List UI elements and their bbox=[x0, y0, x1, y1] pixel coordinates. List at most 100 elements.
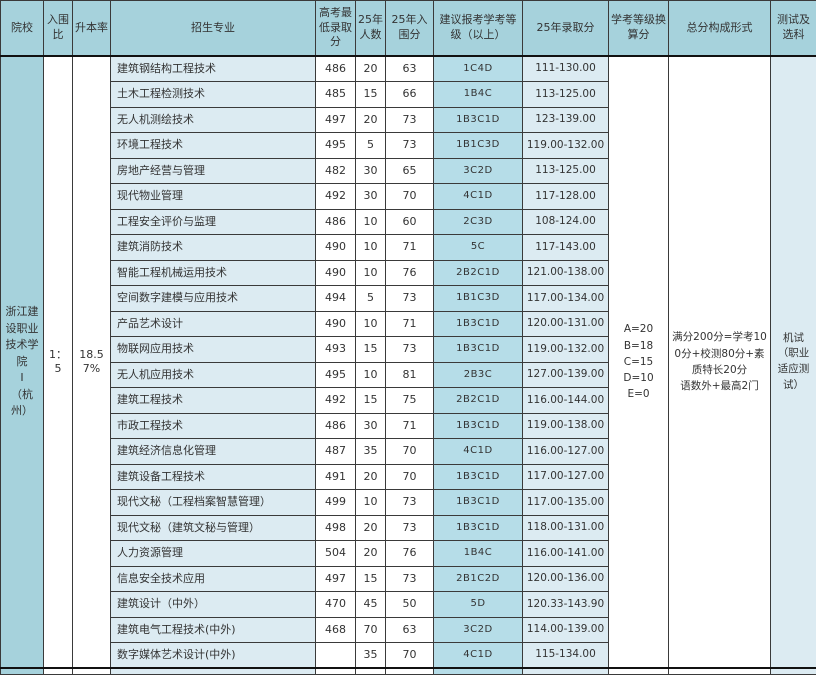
count-2025-cell: 20 bbox=[355, 540, 386, 567]
gaokao-min-score-cell: 493 bbox=[315, 336, 356, 363]
major-cell: 建筑设备工程技术 bbox=[110, 463, 316, 490]
partial-college-cell bbox=[0, 667, 44, 675]
header-row: 院校 入围比 升本率 招生专业 高考最低录取分 25年人数 25年入围分 建议报… bbox=[0, 0, 816, 57]
major-cell: 空间数字建模与应用技术 bbox=[110, 285, 316, 312]
major-cell: 无人机应用技术 bbox=[110, 361, 316, 388]
entry-score-2025-cell: 70 bbox=[385, 642, 434, 669]
table-row: 现代文秘（建筑文秘与管理） 498 20 73 1B3C1D 118.00-131.00 bbox=[1, 514, 816, 541]
suggested-grade-cell: 5C bbox=[433, 234, 523, 261]
admit-score-2025-cell: 119.00-132.00 bbox=[522, 336, 609, 363]
partial-cell bbox=[110, 667, 316, 675]
gaokao-min-score-cell: 495 bbox=[315, 361, 356, 388]
col-header-test-subjects: 测试及选科 bbox=[770, 0, 816, 57]
table-row: 土木工程检测技术 485 15 66 1B4C 113-125.00 bbox=[1, 81, 816, 108]
major-cell: 无人机测绘技术 bbox=[110, 106, 316, 133]
suggested-grade-cell: 2B1C2D bbox=[433, 565, 523, 592]
major-cell: 建筑经济信息化管理 bbox=[110, 438, 316, 465]
suggested-grade-cell: 1B3C1D bbox=[433, 310, 523, 337]
suggested-grade-cell: 3C2D bbox=[433, 616, 523, 643]
gaokao-min-score-cell: 487 bbox=[315, 438, 356, 465]
count-2025-cell: 15 bbox=[355, 387, 386, 414]
major-cell: 工程安全评价与监理 bbox=[110, 208, 316, 235]
admit-score-2025-cell: 117.00-127.00 bbox=[522, 463, 609, 490]
entry-score-2025-cell: 76 bbox=[385, 540, 434, 567]
entry-score-2025-cell: 71 bbox=[385, 234, 434, 261]
admit-score-2025-cell: 117-128.00 bbox=[522, 183, 609, 210]
promotion-rate-cell: 18.57% bbox=[72, 55, 111, 669]
gaokao-min-score-cell: 486 bbox=[315, 412, 356, 439]
major-cell: 建筑电气工程技术(中外) bbox=[110, 616, 316, 643]
major-cell: 现代文秘（工程档案智慧管理） bbox=[110, 489, 316, 516]
partial-cell bbox=[668, 667, 771, 675]
suggested-grade-cell: 1B4C bbox=[433, 540, 523, 567]
count-2025-cell: 30 bbox=[355, 183, 386, 210]
entry-score-2025-cell: 73 bbox=[385, 489, 434, 516]
partial-cell bbox=[315, 667, 356, 675]
count-2025-cell: 10 bbox=[355, 234, 386, 261]
count-2025-cell: 20 bbox=[355, 106, 386, 133]
entry-score-2025-cell: 75 bbox=[385, 387, 434, 414]
gaokao-min-score-cell: 482 bbox=[315, 157, 356, 184]
major-cell: 现代文秘（建筑文秘与管理） bbox=[110, 514, 316, 541]
admit-score-2025-cell: 119.00-132.00 bbox=[522, 132, 609, 159]
col-header-college: 院校 bbox=[0, 0, 44, 57]
gaokao-min-score-cell: 492 bbox=[315, 387, 356, 414]
count-2025-cell: 5 bbox=[355, 132, 386, 159]
suggested-grade-cell: 4C1D bbox=[433, 183, 523, 210]
col-header-major: 招生专业 bbox=[110, 0, 316, 57]
col-header-shortlist-ratio: 入围比 bbox=[43, 0, 73, 57]
col-header-grade-conversion: 学考等级换算分 bbox=[608, 0, 669, 57]
suggested-grade-cell: 1B4C bbox=[433, 81, 523, 108]
gaokao-min-score-cell: 499 bbox=[315, 489, 356, 516]
partial-cell bbox=[43, 667, 73, 675]
admit-score-2025-cell: 113-125.00 bbox=[522, 81, 609, 108]
entry-score-2025-cell: 65 bbox=[385, 157, 434, 184]
major-cell: 建筑设计（中外） bbox=[110, 591, 316, 618]
entry-score-2025-cell: 63 bbox=[385, 616, 434, 643]
partial-cell bbox=[355, 667, 386, 675]
suggested-grade-cell: 2C3D bbox=[433, 208, 523, 235]
entry-score-2025-cell: 71 bbox=[385, 412, 434, 439]
col-header-suggested-grade: 建议报考学考等级（以上） bbox=[433, 0, 523, 57]
admit-score-2025-cell: 111-130.00 bbox=[522, 55, 609, 82]
major-cell: 建筑消防技术 bbox=[110, 234, 316, 261]
major-cell: 智能工程机械运用技术 bbox=[110, 259, 316, 286]
admit-score-2025-cell: 115-134.00 bbox=[522, 642, 609, 669]
gaokao-min-score-cell: 494 bbox=[315, 285, 356, 312]
count-2025-cell: 15 bbox=[355, 336, 386, 363]
table-row: 环境工程技术 495 5 73 1B1C3D 119.00-132.00 bbox=[1, 132, 816, 159]
admit-score-2025-cell: 117.00-134.00 bbox=[522, 285, 609, 312]
col-header-2025-entry-score: 25年入围分 bbox=[385, 0, 434, 57]
count-2025-cell: 5 bbox=[355, 285, 386, 312]
entry-score-2025-cell: 71 bbox=[385, 310, 434, 337]
gaokao-min-score-cell: 468 bbox=[315, 616, 356, 643]
suggested-grade-cell: 5D bbox=[433, 591, 523, 618]
table-row: 数字媒体艺术设计(中外) 35 70 4C1D 115-134.00 bbox=[1, 642, 816, 669]
shortlist-ratio-cell: 1：5 bbox=[43, 55, 73, 669]
suggested-grade-cell: 2B2C1D bbox=[433, 259, 523, 286]
major-cell: 人力资源管理 bbox=[110, 540, 316, 567]
table-row: 浙江建设职业技术学院 I （杭州） 1：5 18.57% 建筑钢结构工程技术 486 20… bbox=[0, 55, 816, 669]
admit-score-2025-cell: 116.00-127.00 bbox=[522, 438, 609, 465]
count-2025-cell: 20 bbox=[355, 463, 386, 490]
entry-score-2025-cell: 81 bbox=[385, 361, 434, 388]
table-row: 房地产经营与管理 482 30 65 3C2D 113-125.00 bbox=[1, 157, 816, 184]
admit-score-2025-cell: 120.00-136.00 bbox=[522, 565, 609, 592]
gaokao-min-score-cell: 497 bbox=[315, 565, 356, 592]
admit-score-2025-cell: 113-125.00 bbox=[522, 157, 609, 184]
entry-score-2025-cell: 73 bbox=[385, 565, 434, 592]
count-2025-cell: 10 bbox=[355, 361, 386, 388]
major-cell: 建筑工程技术 bbox=[110, 387, 316, 414]
admit-score-2025-cell: 117-143.00 bbox=[522, 234, 609, 261]
count-2025-cell: 30 bbox=[355, 157, 386, 184]
count-2025-cell: 10 bbox=[355, 259, 386, 286]
table-row: 工程安全评价与监理 486 10 60 2C3D 108-124.00 bbox=[1, 208, 816, 235]
major-cell: 信息安全技术应用 bbox=[110, 565, 316, 592]
entry-score-2025-cell: 70 bbox=[385, 183, 434, 210]
admit-score-2025-cell: 116.00-141.00 bbox=[522, 540, 609, 567]
table-row: 市政工程技术 486 30 71 1B3C1D 119.00-138.00 bbox=[1, 412, 816, 439]
partial-cell bbox=[770, 667, 816, 675]
col-header-2025-admit-score: 25年录取分 bbox=[522, 0, 609, 57]
admit-score-2025-cell: 120.33-143.90 bbox=[522, 591, 609, 618]
